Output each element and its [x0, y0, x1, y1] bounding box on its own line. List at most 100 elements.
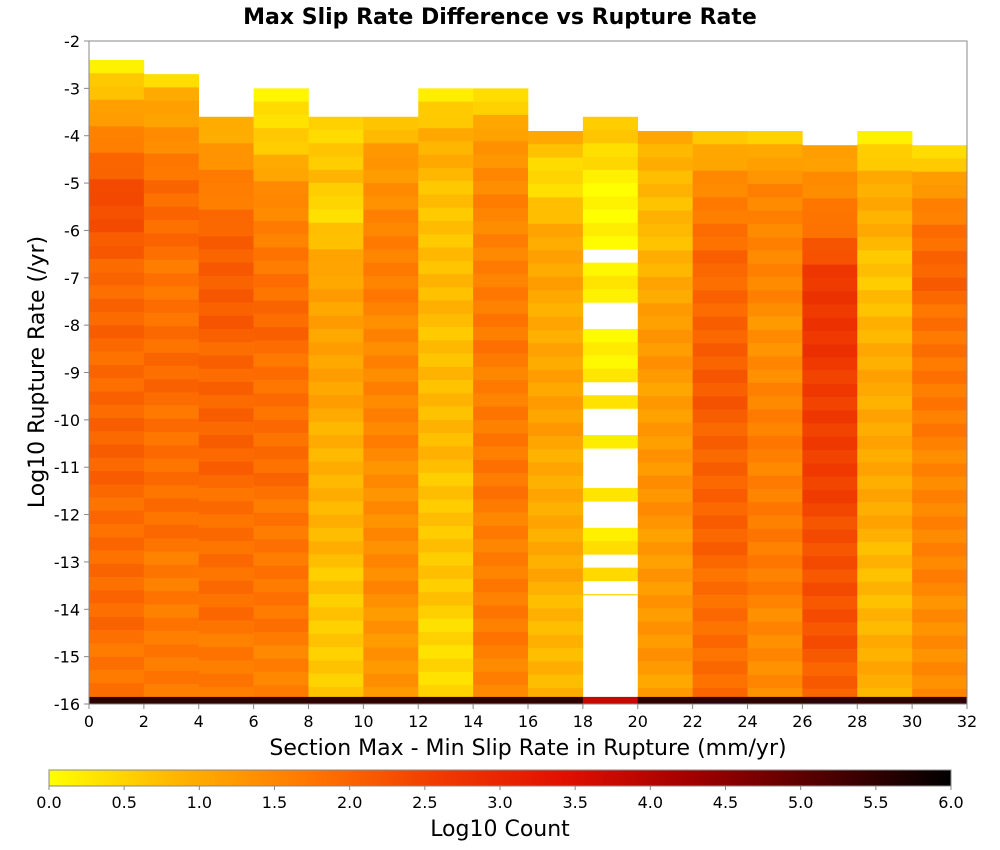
heatmap-cell — [912, 184, 968, 199]
heatmap-cell — [253, 181, 309, 195]
colorbar-tick-label: 6.0 — [938, 793, 963, 812]
heatmap-cell — [912, 463, 968, 477]
heatmap-cell — [473, 300, 529, 315]
heatmap-cell — [747, 303, 803, 317]
heatmap-cell — [143, 631, 200, 645]
heatmap-cell — [857, 263, 913, 278]
heatmap-cell — [418, 565, 474, 580]
heatmap-cell — [747, 130, 803, 145]
y-tick-label: -5 — [64, 174, 80, 193]
x-tick-label: 30 — [902, 712, 922, 731]
heatmap-cell — [418, 486, 474, 500]
heatmap-cell — [143, 604, 200, 619]
heatmap-cell — [912, 582, 968, 597]
heatmap-cell — [198, 686, 254, 700]
x-tick-label: 0 — [84, 712, 94, 731]
heatmap-cell — [308, 169, 364, 184]
heatmap-cell — [747, 435, 803, 450]
heatmap-cell — [528, 144, 584, 158]
heatmap-cell — [253, 300, 309, 315]
heatmap-cell — [802, 688, 858, 700]
heatmap-cell — [802, 649, 858, 663]
heatmap-cell — [418, 287, 474, 301]
heatmap-cell — [418, 459, 474, 474]
heatmap-cell — [802, 158, 858, 173]
heatmap-cell — [802, 569, 858, 584]
heatmap-cell — [363, 342, 419, 356]
heatmap-cell — [473, 658, 529, 673]
heatmap-cell — [418, 446, 474, 460]
heatmap-cell — [637, 290, 693, 304]
heatmap-cell — [912, 542, 968, 557]
heatmap-cell — [692, 223, 748, 238]
heatmap-cell — [308, 328, 364, 343]
heatmap-cell — [418, 525, 474, 540]
heatmap-cell — [363, 355, 419, 370]
heatmap-cell — [253, 366, 309, 381]
heatmap-cell — [802, 476, 858, 491]
heatmap-cell — [253, 167, 309, 182]
heatmap-cell — [637, 595, 693, 609]
heatmap-cell — [253, 632, 309, 646]
heatmap-cell — [89, 630, 145, 644]
heatmap-cell — [418, 313, 474, 328]
heatmap-cell — [857, 382, 913, 397]
heatmap-cell — [857, 237, 913, 251]
colorbar-tick-label: 5.0 — [788, 793, 813, 812]
heatmap-cell — [582, 236, 639, 250]
heatmap-cell — [692, 528, 748, 543]
heatmap-cell — [857, 396, 913, 410]
x-tick-label: 26 — [792, 712, 812, 731]
heatmap-cell — [857, 303, 913, 317]
heatmap-cell — [89, 550, 145, 565]
y-tick-label: -10 — [54, 411, 80, 430]
heatmap-cell — [747, 409, 803, 423]
heatmap-cell — [363, 315, 419, 330]
heatmap-cell — [692, 674, 748, 689]
heatmap-cell — [747, 489, 803, 503]
heatmap-cell — [308, 686, 364, 700]
heatmap-cell — [363, 474, 419, 489]
heatmap-cell — [253, 472, 309, 487]
heatmap-cell — [802, 489, 858, 504]
heatmap-cell — [198, 355, 254, 370]
heatmap-cell — [857, 648, 913, 662]
heatmap-cell — [363, 686, 419, 700]
heatmap-cell — [143, 670, 200, 685]
heatmap-cell — [143, 326, 200, 340]
heatmap-cell — [802, 542, 858, 557]
heatmap-cell — [637, 502, 693, 516]
heatmap-cell — [802, 609, 858, 623]
heatmap-cell — [89, 616, 145, 631]
y-tick-label: -12 — [54, 506, 80, 525]
heatmap-cell — [418, 234, 474, 248]
heatmap-cell — [528, 263, 584, 278]
heatmap-cell — [802, 184, 858, 199]
heatmap-cell — [198, 262, 254, 277]
heatmap-cell — [912, 675, 968, 690]
heatmap-cell — [802, 622, 858, 637]
heatmap-cell — [912, 450, 968, 464]
heatmap-cell — [747, 343, 803, 357]
heatmap-cell — [198, 527, 254, 542]
heatmap-cell — [747, 674, 803, 689]
heatmap-cell — [747, 276, 803, 291]
heatmap-cell — [692, 489, 748, 503]
heatmap-cell — [143, 312, 200, 327]
heatmap-cell — [473, 353, 529, 368]
heatmap-cell — [912, 397, 968, 411]
heatmap-cell — [89, 152, 145, 167]
heatmap-cell — [253, 234, 309, 248]
heatmap-cell — [363, 183, 419, 197]
heatmap-cell — [418, 380, 474, 394]
heatmap-cell — [308, 461, 364, 476]
heatmap-cell — [143, 180, 200, 194]
heatmap-cell — [857, 687, 913, 700]
heatmap-cell — [473, 274, 529, 288]
heatmap-cell — [418, 114, 474, 129]
heatmap-cell — [253, 645, 309, 659]
heatmap-cell — [857, 581, 913, 596]
x-tick-label: 14 — [463, 712, 483, 731]
heatmap-cell — [692, 435, 748, 450]
heatmap-cell — [637, 422, 693, 437]
